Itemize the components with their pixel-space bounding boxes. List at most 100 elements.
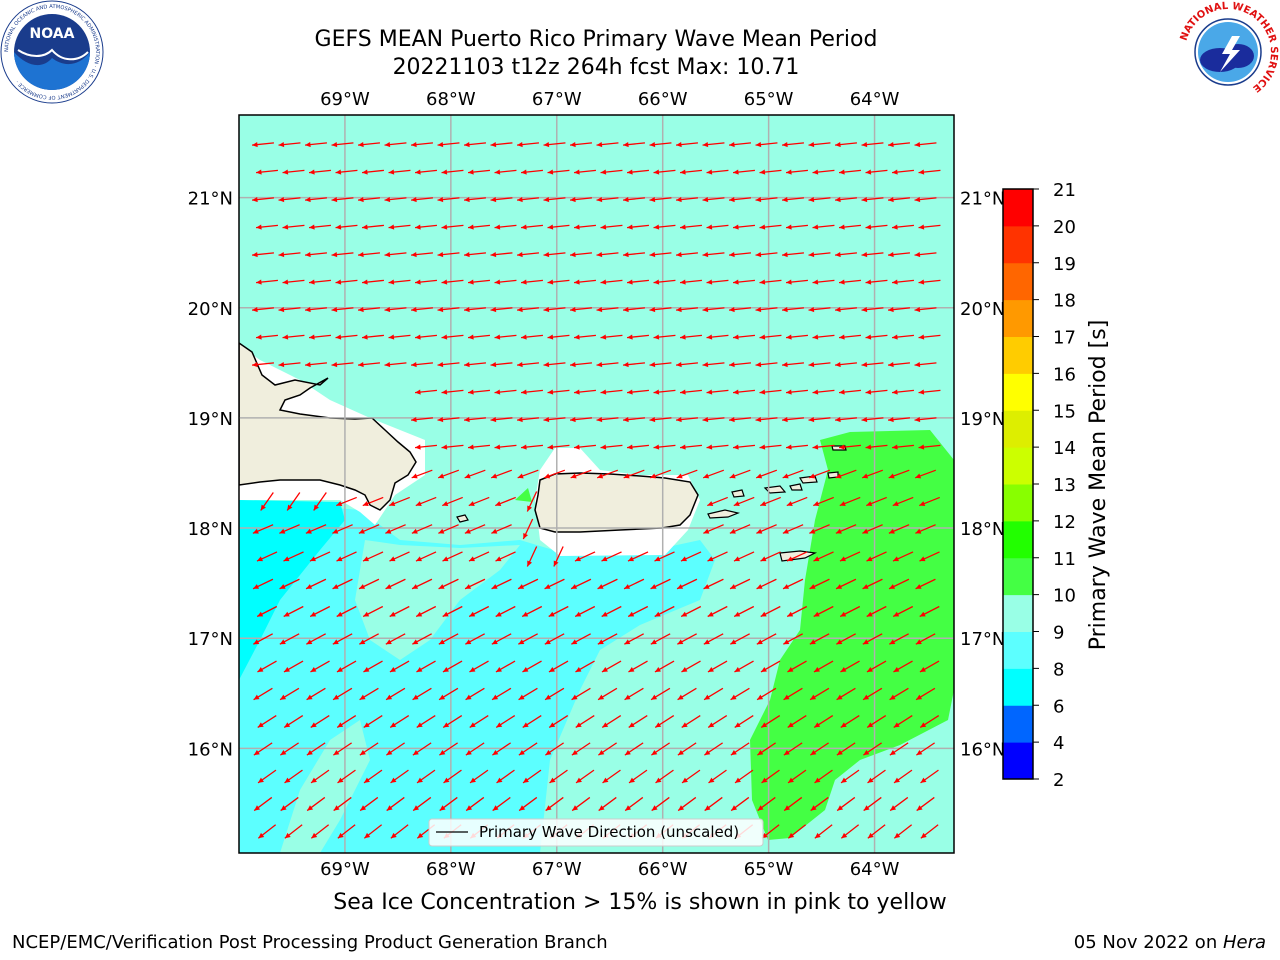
wave-arrow-37 <box>547 169 570 175</box>
wave-arrow-540 <box>359 742 379 756</box>
wave-arrow-342 <box>464 524 486 534</box>
wave-arrow-103 <box>918 224 941 230</box>
wave-arrow-254 <box>410 416 434 423</box>
wave-arrow-414 <box>468 605 490 618</box>
colorbar-tick-label-7: 12 <box>1053 512 1076 533</box>
wave-arrow-179 <box>861 306 884 313</box>
wave-arrow-447 <box>650 633 671 645</box>
wave-arrow-113 <box>490 251 513 258</box>
colorbar-label: Primary Wave Mean Period [s] <box>1086 320 1111 651</box>
wave-arrow-295 <box>437 469 460 479</box>
legend-box <box>428 818 764 847</box>
wave-arrow-286 <box>732 444 756 450</box>
lon-label-top-5: 64°W <box>850 89 900 110</box>
wave-arrow-606 <box>730 796 750 812</box>
lon-label-bottom-1: 68°W <box>426 859 476 880</box>
wave-arrow-117 <box>596 251 619 258</box>
wave-arrow-586 <box>893 769 913 784</box>
wave-arrow-335 <box>279 524 300 534</box>
wave-arrow-147 <box>706 279 729 285</box>
colorbar-tick-label-1: 4 <box>1053 733 1064 754</box>
wave-arrow-257 <box>490 416 513 423</box>
wave-arrow-347 <box>756 524 777 534</box>
colorbar-tick-label-13: 18 <box>1053 291 1076 312</box>
wave-arrow-400 <box>782 578 804 590</box>
wave-arrow-427 <box>813 605 834 618</box>
wave-arrow-119 <box>649 251 672 258</box>
wave-arrow-475 <box>707 660 728 673</box>
wave-arrow-456 <box>889 633 909 645</box>
wave-arrow-359 <box>389 551 410 562</box>
wave-arrow-326 <box>733 496 755 507</box>
wave-arrow-110 <box>410 251 434 258</box>
wave-arrow-597 <box>492 796 511 812</box>
wave-arrow-60 <box>463 196 487 203</box>
wave-arrow-548 <box>571 742 591 756</box>
wave-arrow-201 <box>759 334 782 340</box>
wave-arrow-376 <box>839 551 861 562</box>
wave-arrow-531 <box>813 715 834 728</box>
wave-arrow-435 <box>332 633 353 645</box>
wave-arrow-315 <box>286 492 301 511</box>
wave-arrow-71 <box>755 196 778 203</box>
wave-arrow-436 <box>359 633 379 645</box>
wave-arrow-141 <box>547 279 570 285</box>
wave-arrow-428 <box>839 605 861 618</box>
wave-arrow-78 <box>255 224 279 230</box>
wave-arrow-514 <box>363 715 383 728</box>
wave-arrow-7 <box>437 141 460 148</box>
wave-arrow-164 <box>463 306 487 313</box>
wave-arrow-353 <box>915 524 936 534</box>
wave-arrow-219 <box>543 361 566 368</box>
colorbar-bin-5 <box>1003 557 1033 596</box>
wave-arrow-5 <box>384 141 407 148</box>
colorbar-tick-label-12: 17 <box>1053 328 1076 349</box>
wave-arrow-471 <box>601 660 622 673</box>
wave-arrow-267 <box>755 416 778 423</box>
wave-arrow-224 <box>675 361 699 368</box>
lat-label-right-2: 18°N <box>960 519 1005 540</box>
wave-arrow-416 <box>521 605 543 618</box>
wave-arrow-252 <box>891 389 915 395</box>
wave-arrow-132 <box>308 279 332 285</box>
wave-arrow-187 <box>388 334 411 340</box>
wave-arrow-565 <box>337 769 356 784</box>
lon-label-bottom-3: 66°W <box>638 859 688 880</box>
wave-arrow-537 <box>280 742 299 756</box>
wave-arrow-449 <box>703 633 724 645</box>
wave-arrow-426 <box>786 605 808 618</box>
wave-arrow-6 <box>410 141 434 148</box>
wave-arrow-130 <box>255 279 279 285</box>
colorbar-bin-0 <box>1003 742 1033 780</box>
wave-arrow-408 <box>309 605 331 618</box>
wave-arrow-604 <box>677 796 697 812</box>
wave-arrow-182 <box>255 334 279 340</box>
wave-arrow-350 <box>835 524 857 534</box>
wave-arrow-83 <box>388 224 411 230</box>
wave-arrow-48 <box>838 169 862 175</box>
wave-arrow-44 <box>732 169 756 175</box>
wave-arrow-386 <box>411 578 433 590</box>
wave-arrow-171 <box>649 306 672 313</box>
wave-arrow-482 <box>893 660 913 673</box>
colorbar-bin-13 <box>1003 262 1033 301</box>
wave-arrow-93 <box>653 224 676 230</box>
wave-arrow-140 <box>520 279 544 285</box>
wave-arrow-249 <box>812 389 835 395</box>
wave-arrow-402 <box>835 578 857 590</box>
wave-arrow-153 <box>865 279 888 285</box>
wave-arrow-584 <box>840 769 860 784</box>
wave-arrow-32 <box>414 169 438 175</box>
wave-arrow-278 <box>520 444 544 450</box>
wave-arrow-3 <box>331 141 354 148</box>
wave-arrow-450 <box>730 633 750 645</box>
wave-arrow-577 <box>655 769 674 784</box>
wave-arrow-105 <box>278 251 301 258</box>
wave-arrow-354 <box>256 551 278 562</box>
wave-arrow-76 <box>887 196 911 203</box>
wave-arrow-609 <box>810 796 829 812</box>
wave-arrow-268 <box>781 416 805 423</box>
wave-arrow-221 <box>596 361 619 368</box>
wave-arrow-578 <box>681 769 701 784</box>
wave-arrow-297 <box>490 469 513 479</box>
